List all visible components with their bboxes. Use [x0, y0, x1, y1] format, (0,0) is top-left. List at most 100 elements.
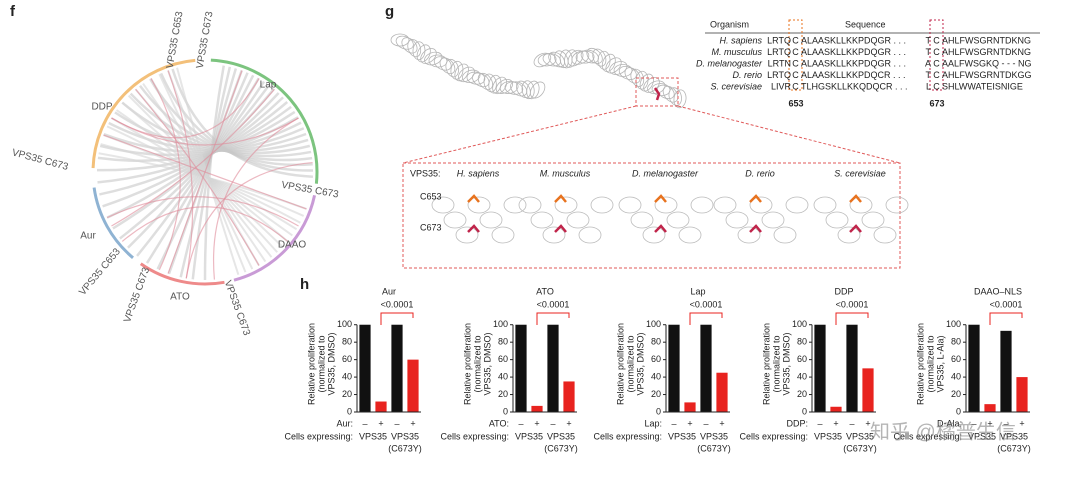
helix — [586, 47, 603, 64]
y-tick-label: 80 — [498, 337, 508, 347]
sequence: AHLFWSGRNTDKGG — [942, 70, 1032, 80]
bar — [1000, 330, 1012, 412]
highlight — [788, 19, 803, 91]
sequence: ALAASKLLKKPDQCR . . . — [801, 70, 906, 80]
y-axis-label: (normalized to — [925, 335, 935, 392]
zoom-box — [635, 77, 679, 107]
helix — [666, 211, 690, 229]
bar — [1016, 377, 1028, 412]
helix — [813, 196, 837, 214]
residue: C — [933, 70, 940, 80]
helix — [678, 226, 702, 244]
residue: C — [792, 35, 799, 45]
y-tick-label: 60 — [342, 354, 352, 364]
inset-label: VPS35: — [410, 168, 441, 178]
residue: C — [933, 35, 940, 45]
chord — [103, 127, 305, 153]
helix — [601, 53, 616, 72]
group: VPS35 — [1000, 431, 1028, 441]
treatment-label: D-Ala: — [937, 418, 962, 428]
helix — [654, 196, 678, 214]
y-tick-label: 0 — [347, 406, 352, 416]
helix — [725, 211, 749, 229]
y-tick-label: 20 — [951, 389, 961, 399]
species: S. cerevisiae — [834, 168, 886, 178]
y-tick-label: 0 — [802, 406, 807, 416]
helix — [624, 67, 641, 84]
x-tick-label: + — [378, 418, 383, 428]
chord — [167, 70, 194, 279]
organism: D. rerio — [732, 70, 762, 80]
y-tick-label: 80 — [797, 337, 807, 347]
residue: C — [792, 70, 799, 80]
sequence: LIVR — [771, 81, 792, 91]
helix — [458, 66, 475, 83]
helix — [455, 226, 479, 244]
group: VPS35 — [968, 431, 996, 441]
y-tick-label: 20 — [342, 389, 352, 399]
y-axis-label: VPS35, DMSO) — [482, 332, 492, 395]
sequence: SHLWWATEISNIGE — [942, 81, 1023, 91]
organism: H. sapiens — [719, 35, 762, 45]
residue — [554, 194, 567, 203]
helix — [785, 196, 809, 214]
bracket — [989, 312, 1023, 325]
chord — [121, 101, 311, 155]
y-tick-label: 80 — [651, 337, 661, 347]
bar-chart: DAAO–NLS Relative proliferation (normalize… — [893, 286, 1030, 453]
helix — [578, 226, 602, 244]
y-axis-label: (normalized to — [316, 335, 326, 392]
helix — [554, 196, 578, 214]
x-tick-label: – — [849, 418, 854, 428]
groups-label: Cells expressing: — [893, 431, 962, 441]
bar — [700, 324, 712, 412]
residue — [467, 194, 480, 203]
group: (C673Y) — [697, 443, 731, 453]
p-value: <0.0001 — [836, 299, 869, 309]
helix — [510, 81, 528, 97]
treatment-label: DDP: — [786, 418, 808, 428]
chord — [106, 196, 299, 227]
helix — [837, 226, 861, 244]
x-tick-label: + — [865, 418, 870, 428]
species: M. musculus — [540, 168, 591, 178]
helix — [662, 85, 679, 103]
group: VPS35 — [359, 431, 387, 441]
group: (C673Y) — [388, 443, 422, 453]
chord-label: DDP — [91, 102, 112, 113]
residue: C — [933, 47, 940, 57]
residue-label: C673 — [420, 222, 442, 232]
residue — [467, 224, 480, 233]
helix — [443, 211, 467, 229]
helix — [713, 196, 737, 214]
x-tick-label: + — [687, 418, 692, 428]
helix — [542, 226, 566, 244]
helix — [749, 196, 773, 214]
residue — [554, 224, 567, 233]
group: (C673Y) — [997, 443, 1031, 453]
y-tick-label: 20 — [651, 389, 661, 399]
species: D. rerio — [745, 168, 775, 178]
chord — [171, 68, 313, 178]
bracket — [835, 312, 869, 325]
helix — [416, 44, 431, 63]
residue — [654, 194, 667, 203]
x-tick-label: – — [518, 418, 523, 428]
group: VPS35 — [668, 431, 696, 441]
header: Sequence — [845, 19, 886, 29]
group: VPS35 — [515, 431, 543, 441]
residue: C — [933, 58, 940, 68]
group: VPS35 — [700, 431, 728, 441]
helix — [673, 89, 687, 109]
helix — [825, 211, 849, 229]
chord — [111, 78, 260, 139]
residue — [849, 224, 862, 233]
p-value: <0.0001 — [690, 299, 723, 309]
groups-label: Cells expressing: — [593, 431, 662, 441]
helix — [518, 196, 542, 214]
y-axis-label: (normalized to — [625, 335, 635, 392]
helix — [773, 226, 797, 244]
